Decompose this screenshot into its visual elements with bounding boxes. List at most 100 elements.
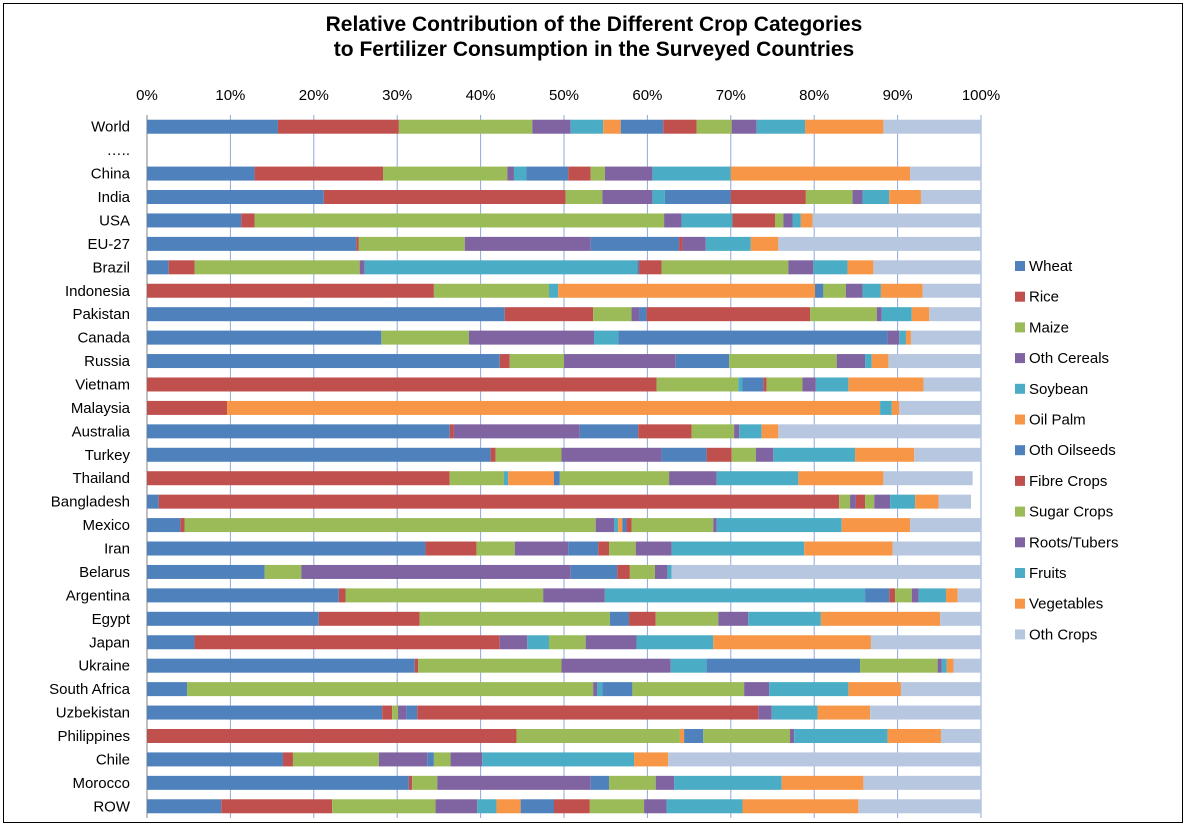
bar-segment (490, 447, 496, 462)
bar-segment (810, 307, 877, 322)
bar-segment (590, 775, 610, 790)
bar-segment (147, 330, 382, 345)
bar-segment (398, 119, 533, 134)
bar-segment (356, 236, 359, 251)
bar-segment (730, 190, 806, 205)
bar-segment (603, 119, 621, 134)
chart-title-line-2: to Fertilizer Consumption in the Surveye… (333, 38, 855, 61)
category-label: Vietnam (75, 376, 130, 393)
bar-segment (679, 728, 685, 743)
bar-segment (778, 424, 981, 439)
bar-segment (734, 424, 740, 439)
bar-segment (887, 728, 941, 743)
legend-swatch (1015, 353, 1025, 364)
bar-segment (499, 635, 528, 650)
bar-segment (929, 307, 981, 322)
bar-segment (598, 541, 610, 556)
bar-segment (674, 775, 782, 790)
legend-label: Oil Palm (1029, 412, 1086, 429)
bar-segment (812, 213, 981, 228)
bar-segment (626, 518, 632, 533)
bar-segment (800, 213, 813, 228)
legend-label: Sugar Crops (1029, 504, 1113, 521)
x-tick-label: 0% (136, 87, 158, 104)
bar-segment (614, 518, 619, 533)
category-label: Argentina (66, 587, 131, 604)
legend-swatch (1015, 568, 1025, 578)
bar-segment (667, 564, 672, 579)
category-label: Belarus (79, 564, 130, 581)
bar-segment (147, 283, 434, 298)
x-tick-label: 10% (215, 87, 245, 104)
bar-segment (881, 307, 912, 322)
category-label: South Africa (49, 681, 131, 698)
bar-segment (514, 541, 569, 556)
bar-segment (915, 494, 939, 509)
bar-segment (604, 166, 653, 181)
bar-segment (406, 705, 418, 720)
category-label: Japan (89, 634, 130, 651)
bar-segment (668, 752, 981, 767)
bar-segment (345, 588, 544, 603)
bar-segment (194, 260, 360, 275)
bar-segment (823, 283, 846, 298)
bar-segment (548, 283, 559, 298)
legend-swatch (1015, 475, 1025, 486)
bar-segment (408, 775, 413, 790)
bar-segment (147, 728, 517, 743)
bar-segment (570, 564, 618, 579)
bar-segment (766, 377, 803, 392)
category-label: Turkey (85, 447, 131, 464)
x-tick-label: 50% (549, 87, 579, 104)
bar-segment (338, 588, 346, 603)
bar-segment (841, 518, 911, 533)
bar-segment (597, 682, 603, 697)
bar-segment (671, 541, 805, 556)
bar-segment (184, 518, 596, 533)
bar-segment (863, 775, 981, 790)
bar-segment (815, 283, 824, 298)
bar-segment (652, 190, 665, 205)
bar-segment (565, 190, 603, 205)
legend-swatch (1015, 598, 1025, 609)
x-tick-label: 90% (883, 87, 913, 104)
bar-segment (147, 635, 195, 650)
bar-segment (609, 775, 656, 790)
bar-segment (820, 611, 941, 626)
bar-segment (437, 775, 591, 790)
bar-segment (147, 658, 415, 673)
bar-segment (433, 752, 451, 767)
legend-swatch (1015, 629, 1025, 640)
bar-segment (221, 799, 333, 814)
bar-segment (147, 260, 169, 275)
x-tick-label: 20% (299, 87, 329, 104)
category-label: Russia (84, 353, 131, 370)
bar-segment (450, 752, 483, 767)
bar-segment (940, 611, 981, 626)
bar-segment (666, 799, 743, 814)
bar-segment (476, 541, 515, 556)
bar-segment (496, 799, 521, 814)
bar-segment (559, 471, 670, 486)
bar-segment (706, 658, 861, 673)
bar-segment (775, 213, 784, 228)
bar-segment (147, 799, 222, 814)
legend-label: Maize (1029, 319, 1069, 336)
bar-segment (792, 213, 801, 228)
bar-segment (957, 588, 981, 603)
bar-segment (359, 260, 365, 275)
bar-segment (570, 119, 604, 134)
bar-segment (254, 213, 665, 228)
bar-segment (147, 190, 324, 205)
bar-segment (147, 307, 505, 322)
legend-swatch (1015, 445, 1025, 456)
bar-segment (526, 166, 569, 181)
bar-segment (889, 190, 921, 205)
bar-segment (507, 166, 514, 181)
bar-segment (922, 283, 981, 298)
bar-segment (644, 799, 667, 814)
category-label: EU-27 (87, 236, 130, 253)
bar-segment (419, 611, 610, 626)
bar-segment (147, 400, 228, 415)
bar-segment (730, 166, 911, 181)
